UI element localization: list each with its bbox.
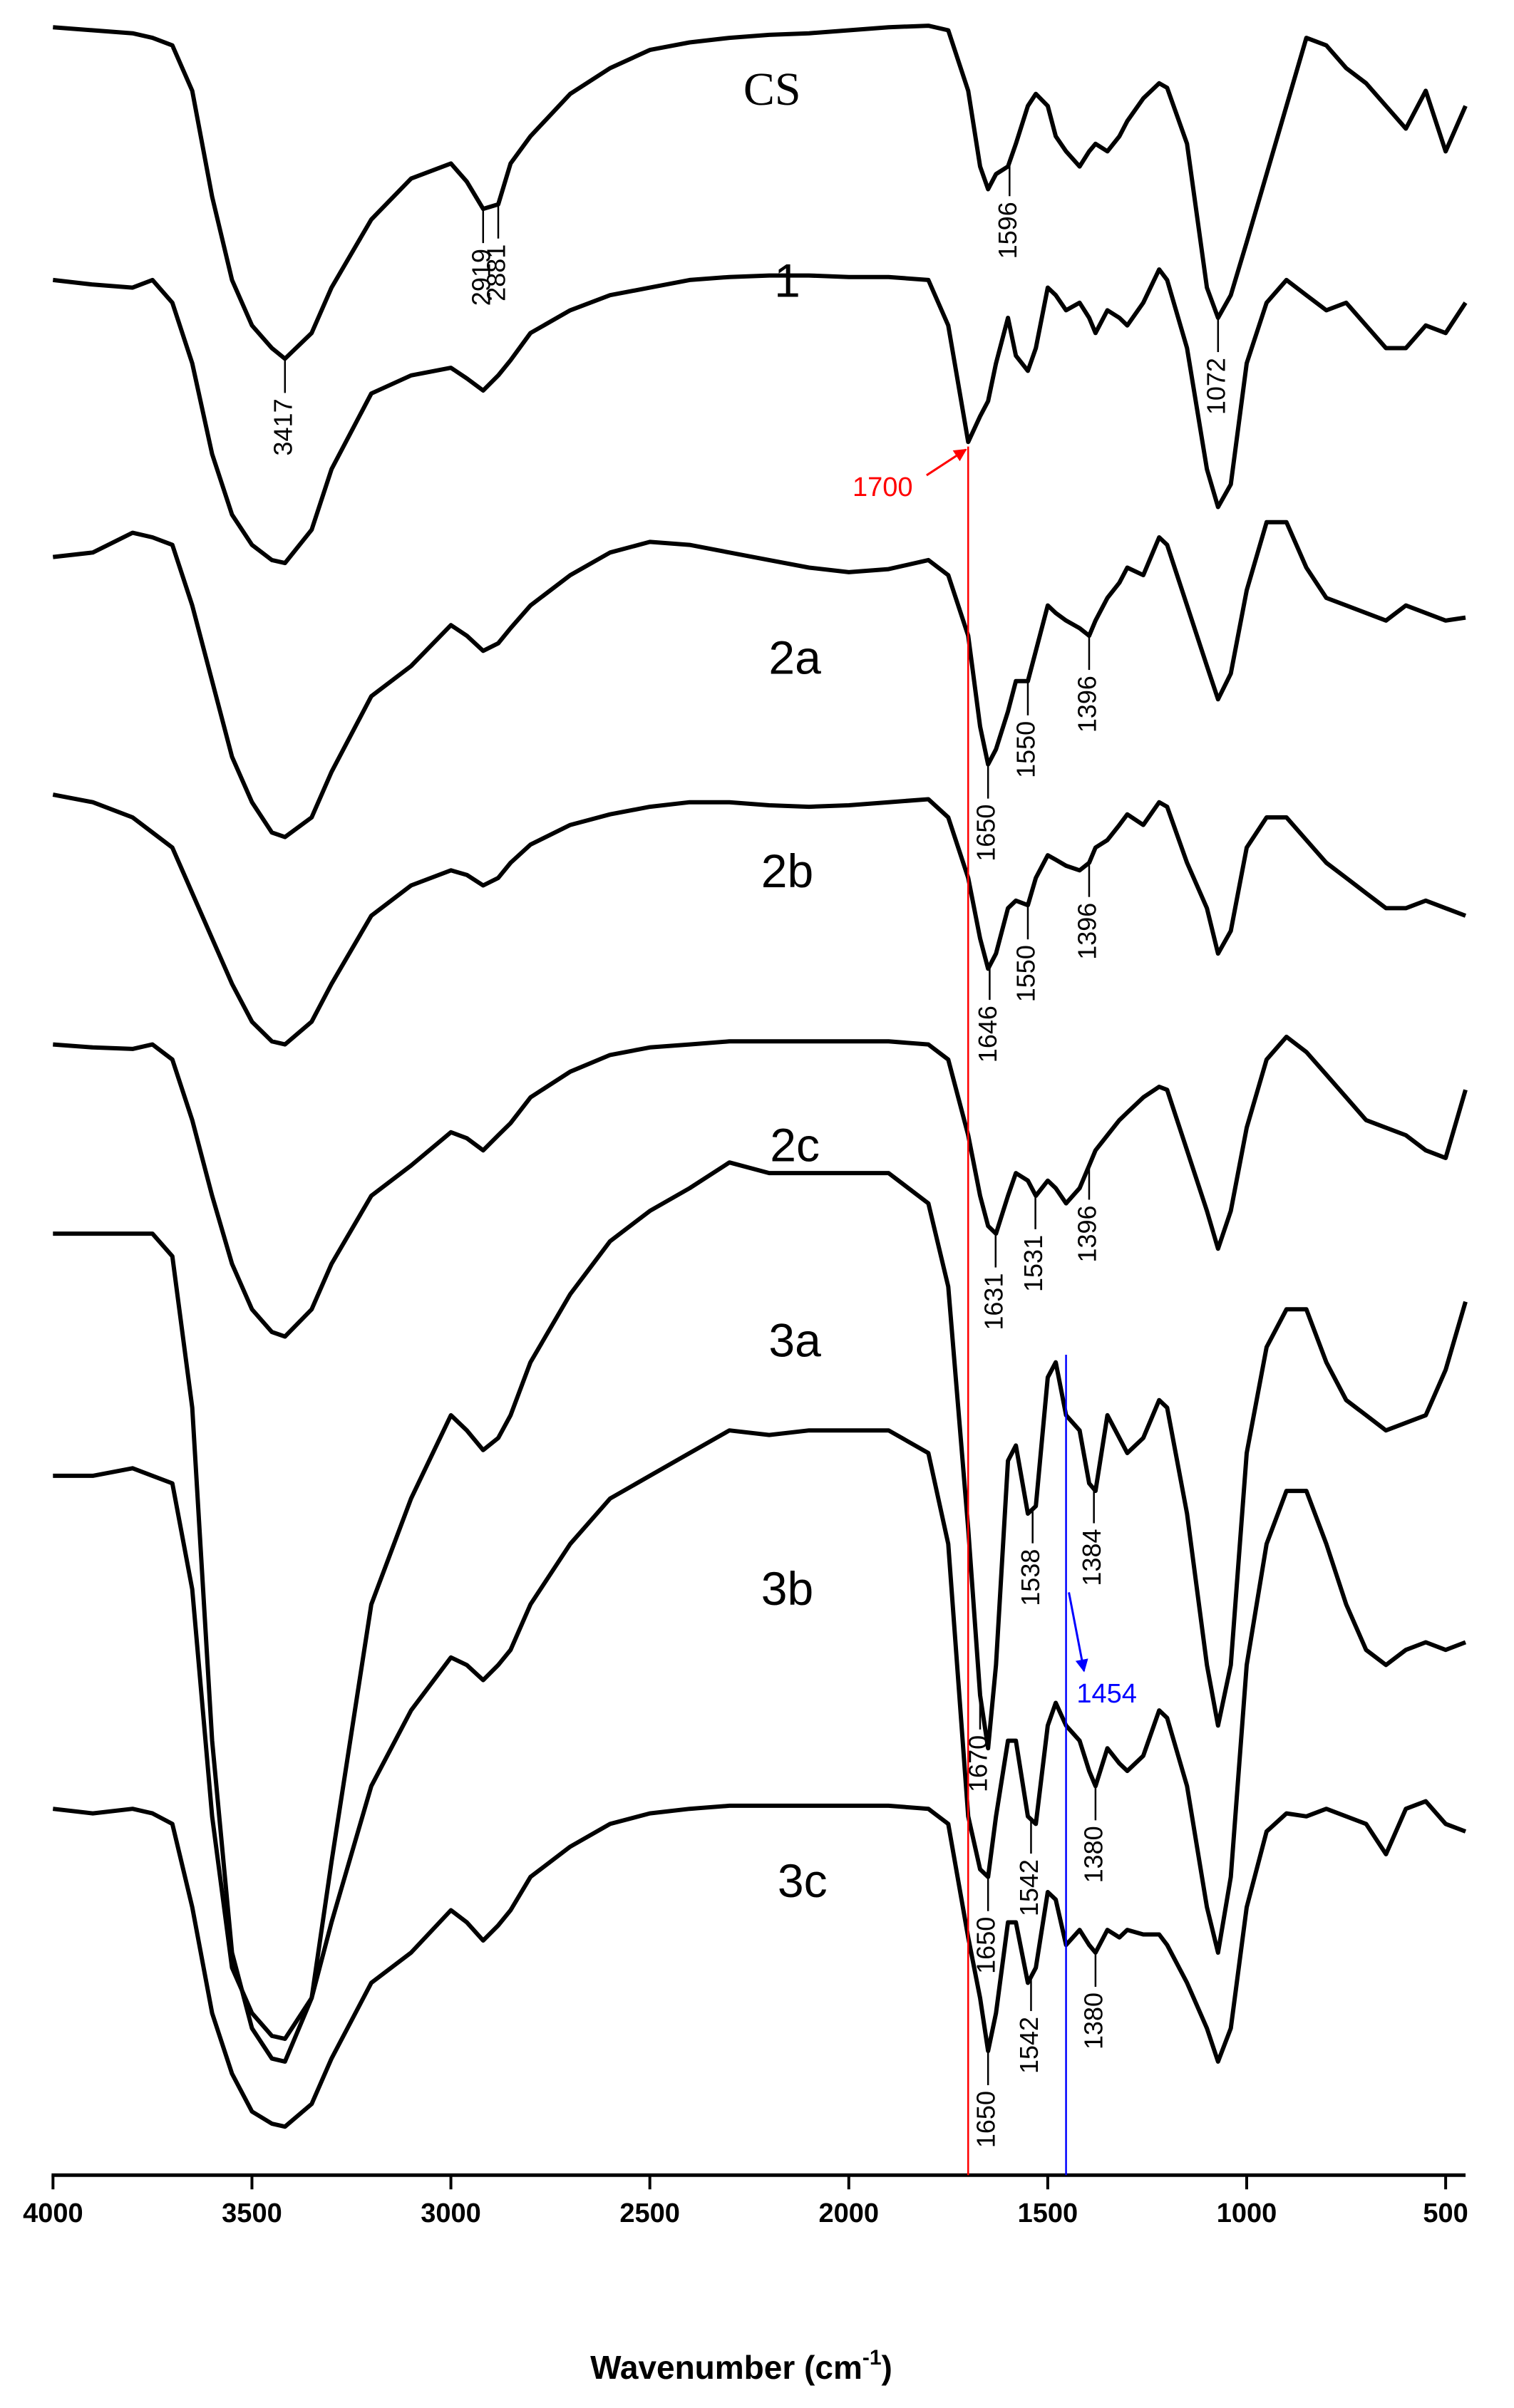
peak-label: 1550 [1011, 945, 1041, 1002]
series-label: 1 [774, 254, 800, 307]
peak-label: 2919 [466, 249, 495, 306]
x-tick-label: 3500 [222, 2198, 282, 2228]
peak-label: 1646 [973, 1006, 1002, 1063]
x-axis-title-end: ) [882, 2349, 892, 2386]
peak-label: 2881 [482, 244, 511, 301]
x-axis-title-sup: -1 [862, 2346, 882, 2370]
peak-label: 1384 [1077, 1529, 1106, 1586]
peak-label: 1396 [1072, 1205, 1101, 1262]
reference-label: 1700 [853, 472, 913, 502]
reference-label: 1454 [1076, 1679, 1137, 1709]
x-tick-label: 2000 [819, 2198, 880, 2228]
peak-label: 1538 [1016, 1549, 1045, 1606]
spectrum-line [53, 1428, 1467, 2041]
spectrum-line [52, 1799, 1467, 2129]
peak-label: 1650 [972, 1917, 1001, 1974]
peak-label: 1380 [1078, 1993, 1108, 2050]
peak-label: 1650 [972, 2091, 1001, 2148]
x-tick-label: 500 [1423, 2198, 1468, 2228]
peak-label: 1531 [1019, 1235, 1048, 1292]
spectrum-line [53, 1034, 1468, 1339]
x-tick-label: 1000 [1217, 2198, 1277, 2228]
peak-label: 1396 [1072, 903, 1101, 960]
peak-label: 1631 [979, 1273, 1008, 1330]
series-label: CS [743, 63, 801, 115]
x-tick-label: 3000 [421, 2198, 481, 2228]
series-label: 2b [761, 844, 813, 897]
peak-label: 1542 [1014, 1859, 1044, 1916]
peak-label: 3417 [268, 398, 297, 455]
reference-arrow [1068, 1592, 1088, 1673]
peak-label: 1650 [972, 805, 1001, 862]
spectrum-line [53, 24, 1468, 361]
spectrum-line [52, 520, 1466, 839]
x-tick-label: 1500 [1018, 2198, 1078, 2228]
series-label: 3c [778, 1854, 828, 1907]
peak-label: 1072 [1201, 358, 1230, 415]
x-axis-title: Wavenumber (cm-1) [590, 2346, 892, 2386]
peak-label: 1380 [1078, 1826, 1108, 1883]
series-label: 3b [761, 1562, 813, 1615]
peak-label: 1596 [993, 202, 1022, 259]
reference-arrow [926, 448, 967, 477]
peak-label: 1542 [1014, 2017, 1044, 2074]
spectrum-line [53, 1160, 1468, 2064]
peak-label: 1550 [1011, 721, 1041, 778]
series-label: 2c [770, 1119, 820, 1172]
peak-label: 1396 [1072, 676, 1101, 733]
series-label: 3a [768, 1314, 821, 1367]
spectrum-line [52, 267, 1468, 566]
spectrum-line [52, 792, 1467, 1047]
x-axis-title-main: Wavenumber (cm [590, 2349, 862, 2386]
x-tick-label: 2500 [619, 2198, 680, 2228]
x-tick-label: 4000 [23, 2198, 83, 2228]
series-label: 2a [768, 631, 821, 684]
